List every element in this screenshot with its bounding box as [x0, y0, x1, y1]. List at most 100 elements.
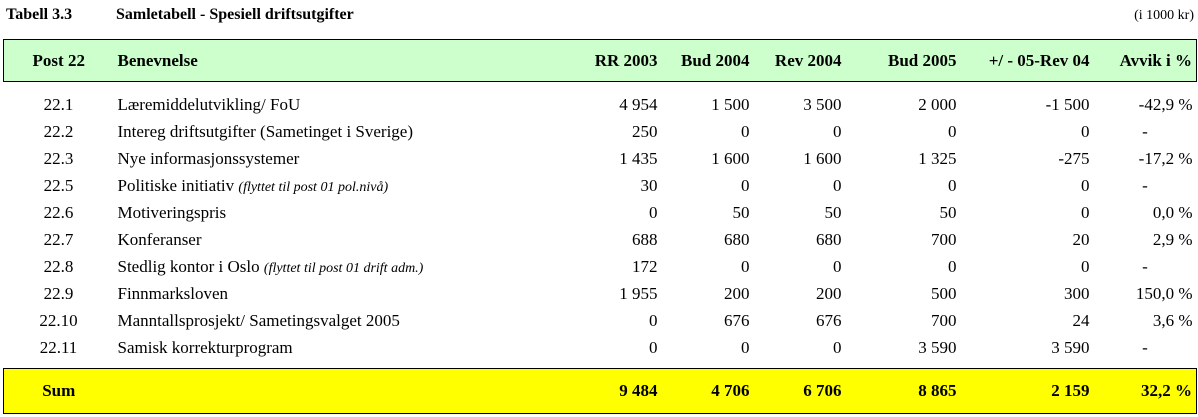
benevnelse-text: Politiske initiativ	[117, 176, 235, 195]
rev2004-cell: 200	[816, 284, 842, 303]
pct-cell: 2,9 %	[1152, 230, 1193, 249]
benevnelse-cell: Læremiddelutvikling/ FoU	[114, 92, 554, 119]
sum-rev2004: 6 706	[753, 368, 846, 414]
benevnelse-note: (flyttet til post 01 drift adm.)	[263, 261, 424, 276]
diff-cell: 24	[1072, 311, 1090, 330]
bud2005-cell: 50	[939, 203, 957, 222]
post-cell: 22.9	[43, 284, 74, 303]
bud2004-cell: 1 500	[711, 95, 750, 114]
bud2004-cell: 0	[741, 122, 750, 141]
spacer-row	[4, 362, 1197, 369]
rr2003-cell: 1 955	[619, 284, 658, 303]
header-bud2005: Bud 2005	[845, 39, 961, 82]
rev2004-cell: 0	[833, 176, 842, 195]
diff-cell: -1 500	[1045, 95, 1090, 114]
post-cell: 22.6	[43, 203, 74, 222]
benevnelse-text: Nye informasjonssystemer	[117, 149, 300, 168]
benevnelse-cell: Finnmarksloven	[114, 281, 554, 308]
bud2004-cell: 680	[724, 230, 750, 249]
header-post: Post 22	[3, 39, 114, 82]
benevnelse-cell: Stedlig kontor i Oslo (flyttet til post …	[114, 254, 554, 281]
pct-cell: -	[1142, 338, 1148, 357]
rr2003-cell: 1 435	[619, 149, 658, 168]
table-row: 22.1 Læremiddelutvikling/ FoU 4 954 1 500 3 …	[4, 92, 1197, 119]
bud2004-cell: 200	[724, 284, 750, 303]
header-rr2003: RR 2003	[553, 39, 662, 82]
table-row: 22.6 Motiveringspris 0 50 50 50 0 0,0 %	[4, 200, 1197, 227]
pct-cell: -	[1142, 257, 1148, 276]
sum-row: Sum 9 484 4 706 6 706 8 865 2 159 32,2 %	[3, 368, 1197, 414]
header-diff: +/ - 05-Rev 04	[960, 39, 1094, 82]
table-caption: Tabell 3.3 Samletabell - Spesiell drifts…	[6, 6, 1194, 28]
table-row: 22.7 Konferanser 688 680 680 700 20 2,9 %	[4, 227, 1197, 254]
bud2005-cell: 500	[931, 284, 957, 303]
bud2004-cell: 1 600	[711, 149, 750, 168]
benevnelse-text: Samisk korrekturprogram	[117, 338, 293, 357]
sum-bud2004: 4 706	[661, 368, 754, 414]
bud2005-cell: 700	[931, 311, 957, 330]
pct-cell: -42,9 %	[1138, 95, 1193, 114]
diff-cell: 3 590	[1051, 338, 1090, 357]
diff-cell: 0	[1081, 257, 1090, 276]
post-cell: 22.1	[43, 95, 74, 114]
table-row: 22.5 Politiske initiativ (flyttet til pos…	[4, 173, 1197, 200]
table-body: 22.1 Læremiddelutvikling/ FoU 4 954 1 500 3 …	[4, 82, 1197, 369]
diff-cell: 20	[1072, 230, 1090, 249]
post-cell: 22.7	[43, 230, 74, 249]
post-cell: 22.3	[43, 149, 74, 168]
rr2003-cell: 0	[649, 338, 658, 357]
rr2003-cell: 0	[649, 311, 658, 330]
bud2005-cell: 0	[948, 122, 957, 141]
table-row: 22.2 Intereg driftsutgifter (Sametinget i…	[4, 119, 1197, 146]
bud2005-cell: 700	[931, 230, 957, 249]
budget-table: Post 22 Benevnelse RR 2003 Bud 2004 Rev …	[3, 39, 1197, 414]
bud2005-cell: 0	[948, 176, 957, 195]
rev2004-cell: 1 600	[803, 149, 842, 168]
spacer-row	[4, 82, 1197, 92]
table-row: 22.9 Finnmarksloven 1 955 200 200 500 300 150,0…	[4, 281, 1197, 308]
rev2004-cell: 680	[816, 230, 842, 249]
diff-cell: -275	[1058, 149, 1090, 168]
rr2003-cell: 688	[632, 230, 658, 249]
rev2004-cell: 50	[824, 203, 842, 222]
pct-cell: 3,6 %	[1152, 311, 1193, 330]
benevnelse-text: Finnmarksloven	[117, 284, 229, 303]
bud2004-cell: 50	[732, 203, 750, 222]
rev2004-cell: 0	[833, 338, 842, 357]
rev2004-cell: 676	[816, 311, 842, 330]
sum-rr2003: 9 484	[553, 368, 662, 414]
bud2004-cell: 0	[741, 176, 750, 195]
bud2004-cell: 0	[741, 257, 750, 276]
benevnelse-cell: Motiveringspris	[114, 200, 554, 227]
benevnelse-cell: Samisk korrekturprogram	[114, 335, 554, 362]
benevnelse-text: Stedlig kontor i Oslo	[117, 257, 260, 276]
benevnelse-text: Konferanser	[117, 230, 202, 249]
benevnelse-cell: Konferanser	[114, 227, 554, 254]
table-row: 22.11 Samisk korrekturprogram 0 0 0 3 590 3 59…	[4, 335, 1197, 362]
rr2003-cell: 250	[632, 122, 658, 141]
header-rev2004: Rev 2004	[753, 39, 846, 82]
sum-label: Sum	[3, 368, 114, 414]
sum-diff: 2 159	[960, 368, 1094, 414]
benevnelse-cell: Manntallsprosjekt/ Sametingsvalget 2005	[114, 308, 554, 335]
bud2005-cell: 3 590	[918, 338, 957, 357]
benevnelse-text: Manntallsprosjekt/ Sametingsvalget 2005	[117, 311, 400, 330]
bud2005-cell: 2 000	[918, 95, 957, 114]
table-row: 22.10 Manntallsprosjekt/ Sametingsvalget …	[4, 308, 1197, 335]
sum-pct: 32,2 %	[1093, 368, 1197, 414]
benevnelse-cell: Intereg driftsutgifter (Sametinget i Sve…	[114, 119, 554, 146]
table-row: 22.3 Nye informasjonssystemer 1 435 1 600 1 …	[4, 146, 1197, 173]
rr2003-cell: 4 954	[619, 95, 658, 114]
post-cell: 22.11	[39, 338, 78, 357]
bud2004-cell: 0	[741, 338, 750, 357]
diff-cell: 300	[1064, 284, 1090, 303]
diff-cell: 0	[1081, 203, 1090, 222]
benevnelse-note: (flyttet til post 01 pol.nivå)	[238, 180, 389, 195]
bud2005-cell: 0	[948, 257, 957, 276]
pct-cell: -17,2 %	[1138, 149, 1193, 168]
pct-cell: 150,0 %	[1135, 284, 1193, 303]
rr2003-cell: 30	[640, 176, 658, 195]
pct-cell: -	[1142, 122, 1148, 141]
rev2004-cell: 0	[833, 257, 842, 276]
diff-cell: 0	[1081, 176, 1090, 195]
